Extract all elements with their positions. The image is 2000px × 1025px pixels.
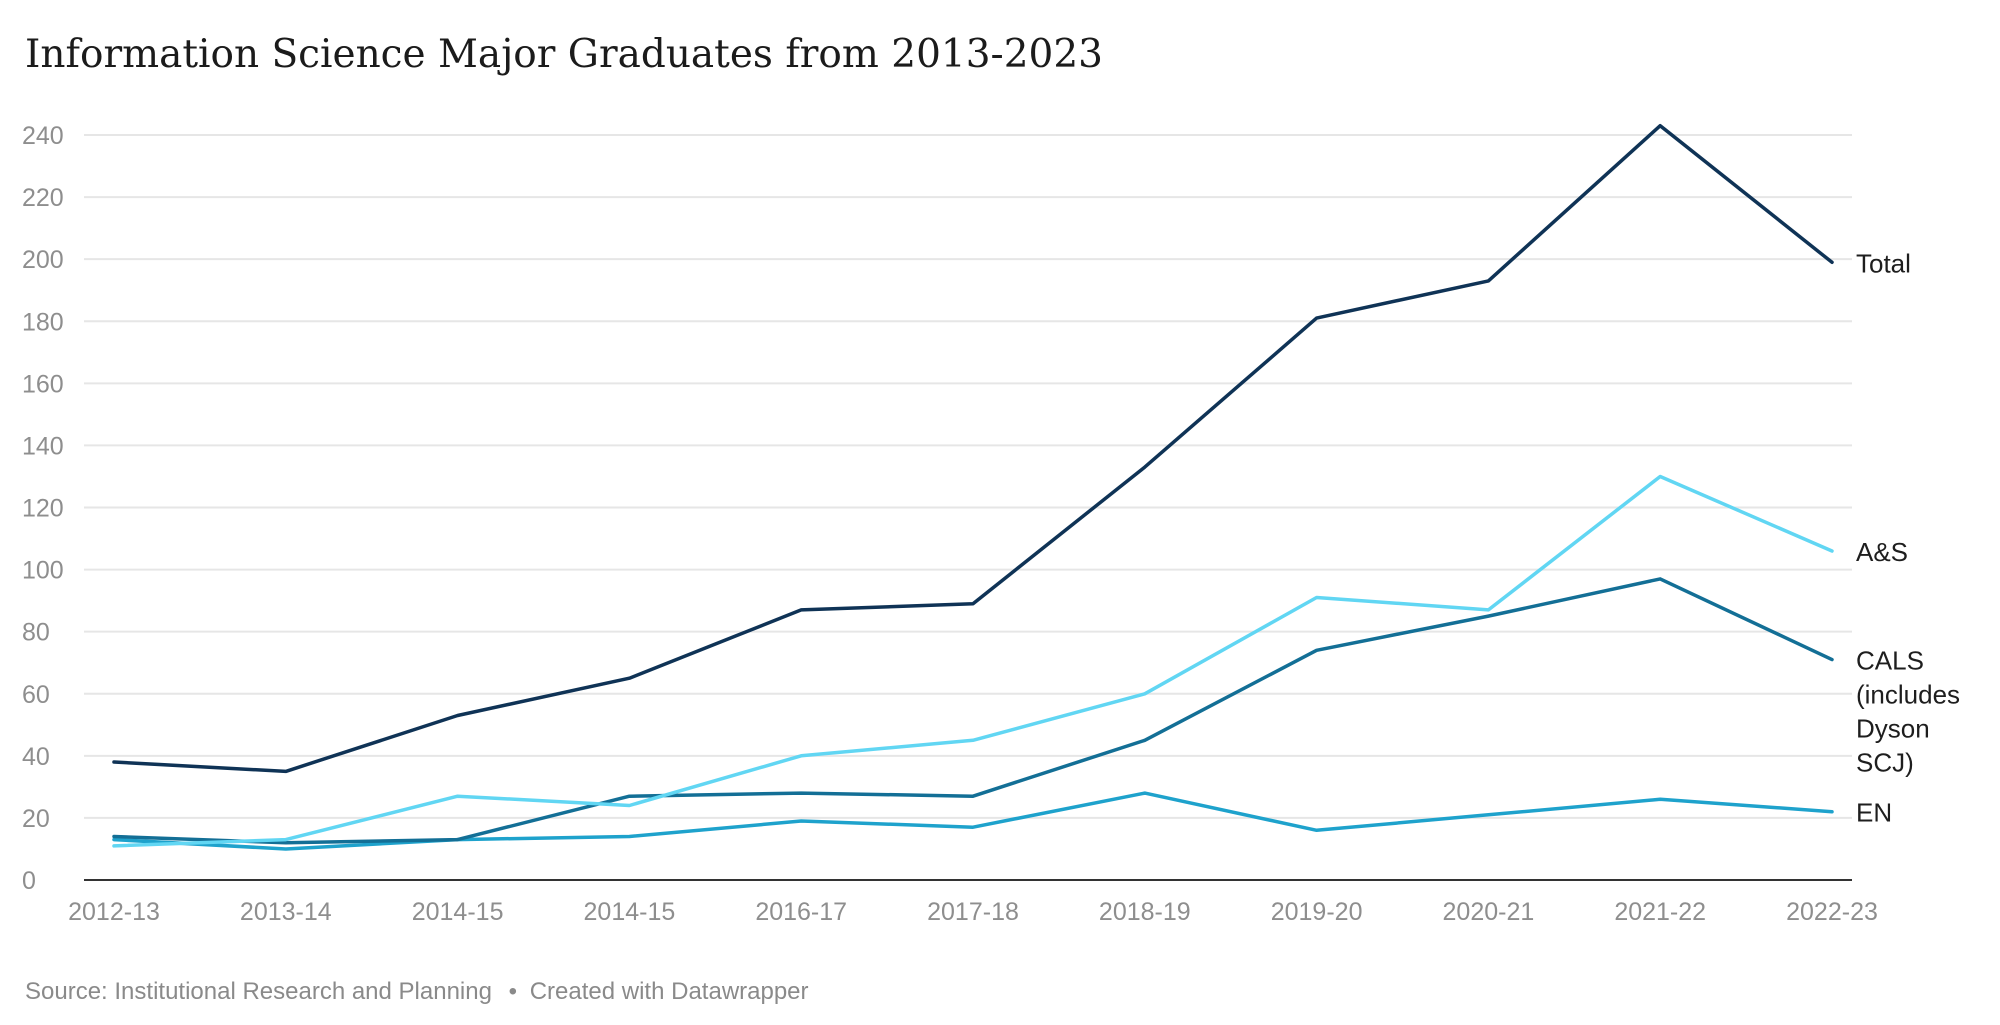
series-labels: Total A&S CALS (includes Dyson SCJ) EN (1856, 248, 1960, 827)
x-axis-tick-labels: 2012-13 2013-14 2014-15 2014-15 2016-17 2017-… (68, 898, 1878, 926)
x-tick-label: 2019-20 (1271, 898, 1363, 926)
series-label: Total (1856, 248, 1911, 278)
x-tick-label: 2020-21 (1443, 898, 1535, 926)
y-tick-label: 200 (22, 246, 64, 274)
series-label: CALS (1856, 646, 1924, 676)
x-tick-label: 2018-19 (1099, 898, 1191, 926)
y-tick-label: 60 (22, 681, 50, 709)
x-tick-label: 2012-13 (68, 898, 160, 926)
y-tick-label: 140 (22, 432, 64, 460)
credit-note: Created with Datawrapper (529, 978, 809, 1005)
source-note: Source: Institutional Research and Plann… (25, 978, 492, 1005)
series-line-cals (112, 577, 1834, 845)
y-tick-label: 180 (22, 308, 64, 336)
series-label: A&S (1856, 537, 1908, 567)
y-tick-label: 240 (22, 122, 64, 150)
series-label: EN (1856, 798, 1892, 828)
series-line-total (112, 123, 1834, 774)
y-tick-label: 40 (22, 743, 50, 771)
series-line-as (112, 474, 1834, 848)
series-label: SCJ) (1856, 748, 1914, 778)
footer-separator: • (508, 978, 518, 1005)
x-tick-label: 2013-14 (240, 898, 332, 926)
y-axis-tick-labels: 0 20 40 60 80 100 120 140 160 180 200 220 240 (22, 122, 64, 895)
y-tick-label: 20 (22, 805, 50, 833)
y-tick-label: 120 (22, 495, 64, 523)
gridlines (84, 134, 1852, 819)
y-tick-label: 160 (22, 370, 64, 398)
y-tick-label: 220 (22, 184, 64, 212)
x-tick-label: 2022-23 (1786, 898, 1878, 926)
y-tick-label: 80 (22, 619, 50, 647)
series-line-en (112, 791, 1834, 851)
x-tick-label: 2016-17 (755, 898, 847, 926)
x-tick-label: 2014-15 (584, 898, 676, 926)
series-lines (112, 123, 1834, 851)
x-tick-label: 2014-15 (412, 898, 504, 926)
chart-footer: Source: Institutional Research and Plann… (25, 978, 809, 1006)
series-label: Dyson (1856, 714, 1930, 744)
x-tick-label: 2017-18 (927, 898, 1019, 926)
chart-title: Information Science Major Graduates from… (25, 32, 1103, 77)
y-tick-label: 100 (22, 557, 64, 585)
y-tick-label: 0 (22, 867, 36, 895)
series-label: (includes (1856, 680, 1960, 710)
x-tick-label: 2021-22 (1614, 898, 1706, 926)
